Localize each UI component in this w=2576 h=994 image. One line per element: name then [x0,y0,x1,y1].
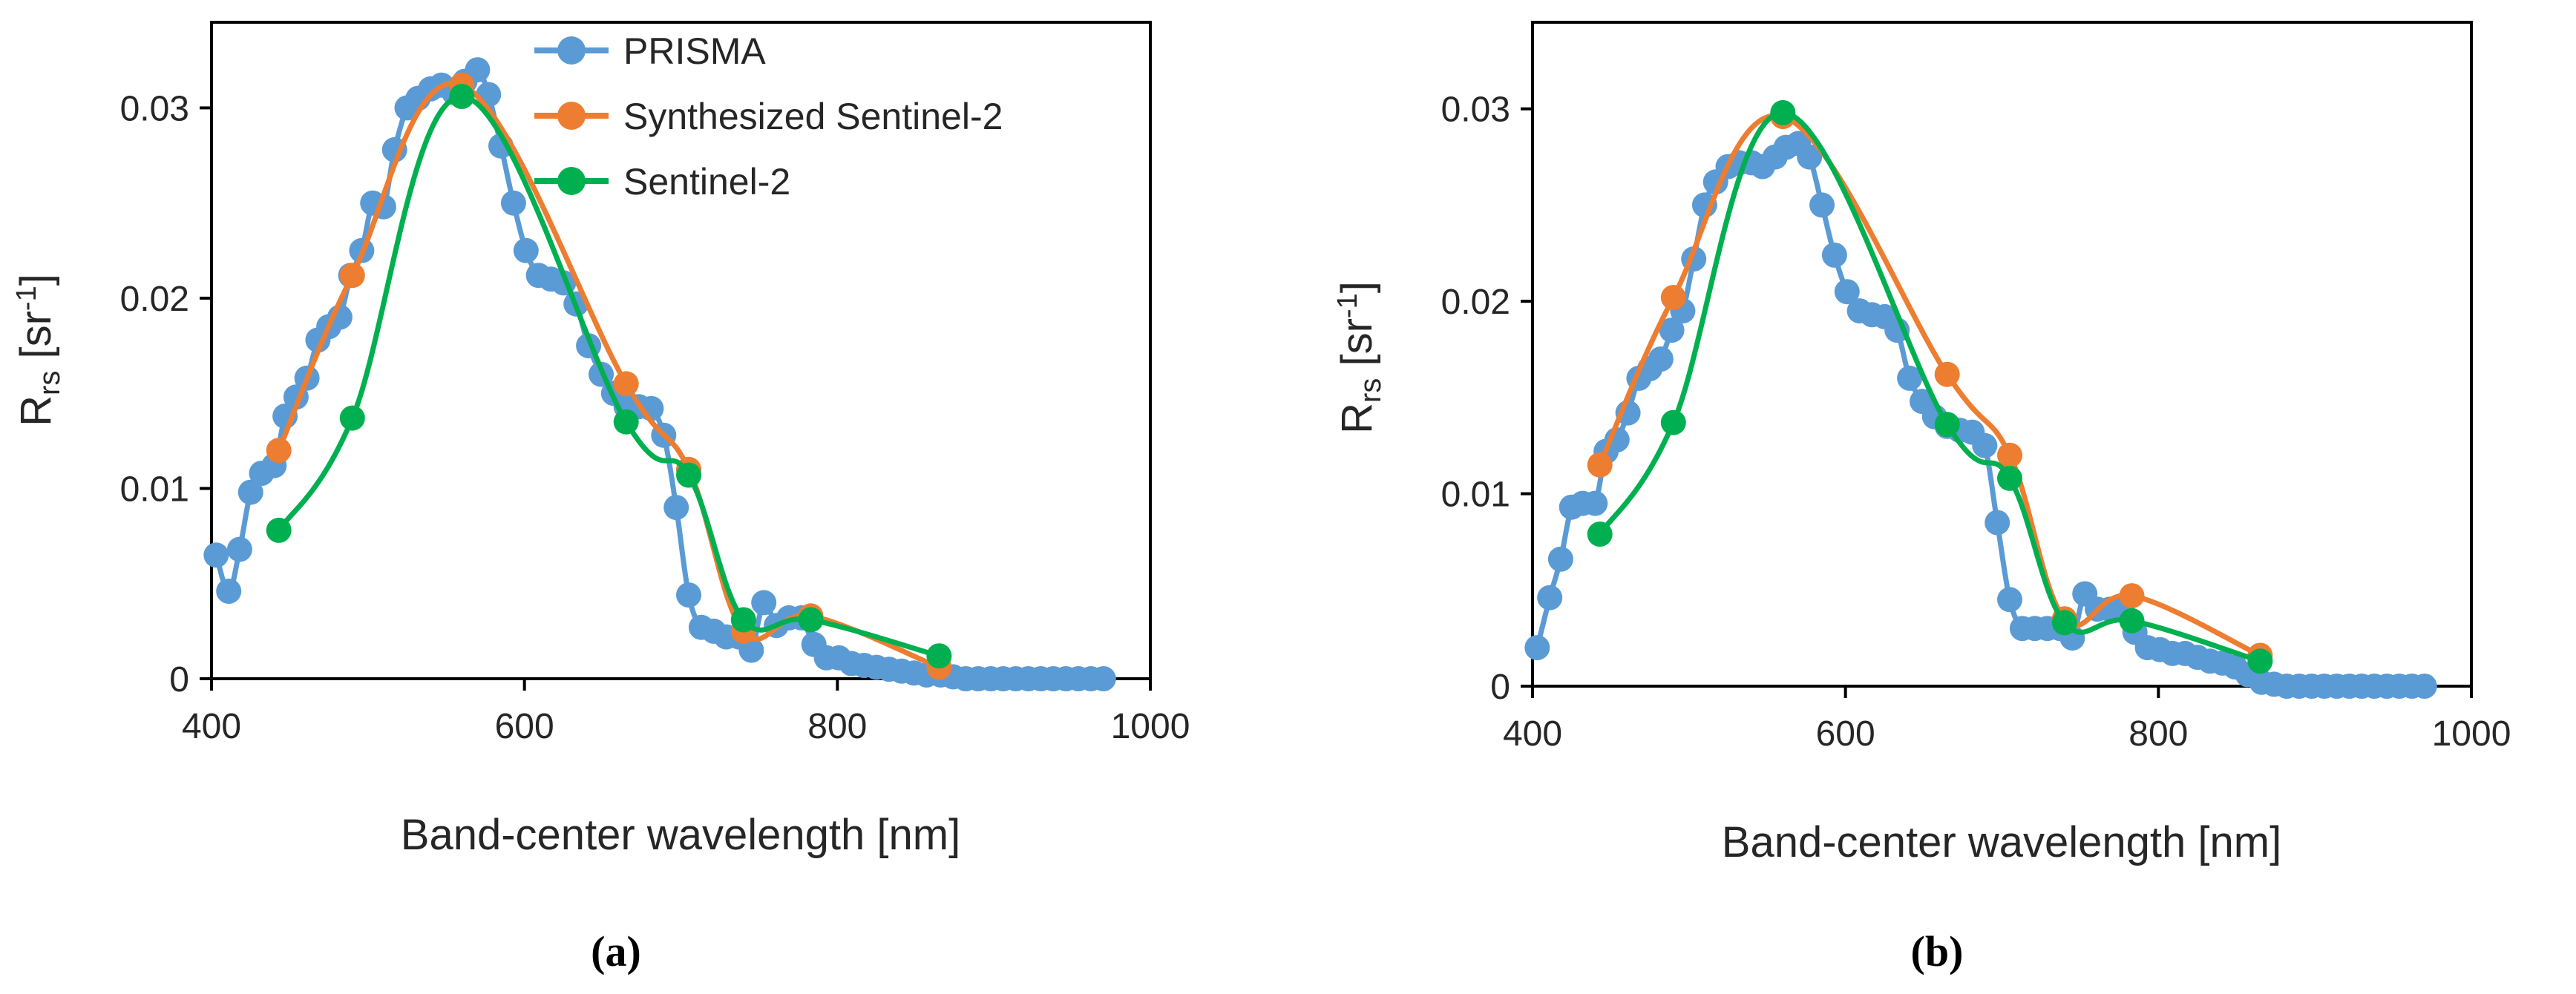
data-point-prisma [1547,546,1573,572]
data-point-synth [1997,442,2022,468]
y-tick-label: 0 [169,660,189,700]
x-tick-label: 800 [807,707,867,746]
data-point-prisma [1821,242,1847,268]
legend-label-prisma: PRISMA [623,30,766,72]
data-point-prisma [676,582,701,608]
data-point-prisma [1834,279,1860,305]
series-layer [1524,99,2437,699]
data-point-prisma [1659,317,1685,343]
data-point-prisma [1972,432,1998,458]
y-tick-label: 0.03 [120,89,189,128]
data-point-prisma [237,479,263,505]
chart-panel-a: 0 0.01 0.02 0.03 400 600 800 1000 Band-center … [11,21,1190,975]
data-point-prisma [1582,490,1608,516]
legend-marker-prisma [557,36,586,65]
data-point-s2 [1770,99,1796,125]
data-point-prisma [465,57,491,83]
y-tick-label: 0.02 [120,280,189,319]
x-axis-title: Band-center wavelength [nm] [1722,818,2281,866]
y-axis-ticks: 0 0.01 0.02 0.03 [1441,90,1533,707]
data-point-prisma [751,590,777,616]
data-point-s2 [613,409,639,435]
x-tick-label: 400 [182,707,241,746]
legend-label-sentinel2: Sentinel-2 [623,161,790,203]
series-s2 [1587,99,2273,674]
data-point-prisma [203,542,229,568]
data-point-prisma [1524,635,1550,661]
legend-item-synthesized: Synthesized Sentinel-2 [534,96,1003,137]
data-point-synth [339,263,365,289]
data-point-synth [1934,361,1960,387]
data-point-synth [1587,452,1613,478]
data-point-s2 [1997,465,2022,491]
data-point-prisma [513,237,539,263]
x-tick-label: 400 [1503,714,1562,754]
x-tick-label: 800 [2128,714,2188,754]
y-tick-label: 0 [1490,668,1510,707]
y-tick-label: 0.02 [1441,283,1510,322]
data-point-s2 [926,643,952,669]
data-point-prisma [1797,144,1823,170]
legend-marker-sentinel2 [557,167,586,195]
y-axis-ticks: 0 0.01 0.02 0.03 [120,89,212,700]
data-point-s2 [730,607,756,633]
legend-marker-synthesized [557,102,586,130]
data-point-s2 [676,462,701,488]
data-point-s2 [339,405,365,431]
panel-caption-a: (a) [591,927,641,975]
data-point-s2 [1934,412,1960,438]
data-point-synth [2119,583,2145,609]
y-tick-label: 0.01 [1441,475,1510,515]
y-tick-label: 0.01 [120,470,189,509]
x-axis-ticks: 400 600 800 1000 [1503,686,2511,754]
series-s2 [266,84,952,669]
panel-caption-b: (b) [1911,927,1964,975]
data-point-prisma [1090,666,1116,691]
series-prisma [203,57,1116,691]
x-tick-label: 600 [1816,714,1875,754]
data-point-prisma [1997,587,2022,613]
data-point-s2 [2119,608,2145,633]
data-point-prisma [1809,192,1835,218]
y-axis-title: Rrs [sr-1] [11,274,66,427]
legend-item-sentinel2: Sentinel-2 [534,161,790,203]
data-point-prisma [2411,674,2437,699]
data-point-prisma [738,637,764,663]
data-point-synth [266,438,292,464]
legend-label-synthesized: Synthesized Sentinel-2 [623,96,1003,137]
x-tick-label: 1000 [1111,707,1190,746]
legend-item-prisma: PRISMA [534,30,766,72]
x-tick-label: 600 [495,707,554,746]
data-point-synth [613,371,639,397]
data-point-prisma [500,190,526,216]
plot-area-border [210,21,1152,680]
y-tick-label: 0.03 [1441,90,1510,130]
data-point-prisma [216,579,242,604]
x-axis-title: Band-center wavelength [nm] [401,811,960,859]
x-axis-ticks: 400 600 800 1000 [182,679,1190,746]
data-point-s2 [1587,521,1613,547]
data-point-prisma [1897,365,1923,391]
series-layer [203,57,1116,691]
x-tick-label: 1000 [2432,714,2511,754]
data-point-s2 [798,607,824,633]
data-point-prisma [1985,510,2010,536]
data-point-s2 [2247,648,2273,674]
series-prisma [1524,131,2437,699]
series-line-synth [1597,113,2263,658]
chart-panel-b: 0 0.01 0.02 0.03 400 600 800 1000 Band-center … [1332,21,2511,975]
data-point-prisma [226,536,252,562]
data-point-prisma [663,495,689,521]
data-point-prisma [1648,346,1674,372]
data-point-s2 [1660,409,1686,435]
data-point-s2 [266,517,292,543]
data-point-synth [1660,285,1686,310]
data-point-prisma [1537,585,1563,610]
plot-area-border [1531,21,2473,688]
y-axis-title: Rrs [sr-1] [1332,281,1387,434]
data-point-s2 [449,84,475,109]
legend: PRISMA Synthesized Sentinel-2 Sentinel-2 [534,30,1003,203]
data-point-s2 [2051,610,2077,636]
